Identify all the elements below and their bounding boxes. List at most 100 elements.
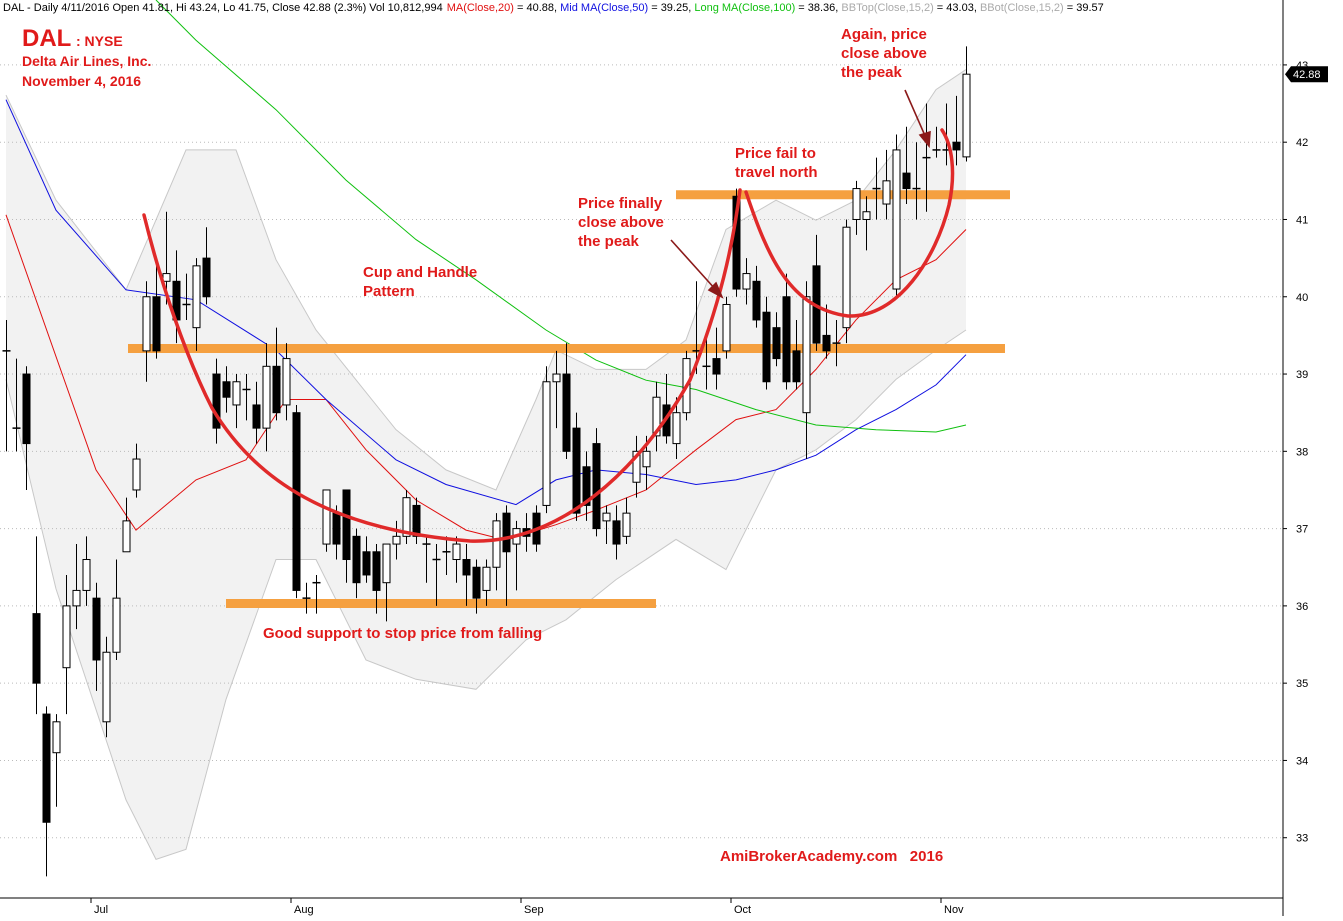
y-tick-label: 33 (1296, 833, 1308, 845)
legend-name: BBTop(Close,15,2) (841, 2, 933, 14)
y-tick-label: 41 (1296, 214, 1308, 226)
candle-body (42, 713, 51, 823)
x-tick-label: Nov (944, 904, 964, 916)
y-tick-label: 42 (1296, 137, 1308, 149)
candle-body (472, 566, 481, 599)
candle-body (392, 535, 401, 545)
x-tick-label: Jul (94, 904, 108, 916)
header: DAL - Daily 4/11/2016 Open 41.81, Hi 43.… (3, 2, 1104, 14)
y-tick-label: 37 (1296, 524, 1308, 536)
candle-body (852, 188, 861, 220)
x-tick-label: Oct (734, 904, 751, 916)
arrows (670, 89, 931, 299)
annotation: the peak (578, 233, 640, 250)
candle-body (112, 597, 121, 653)
legend-value: = 38.36, (795, 2, 841, 14)
annotation: Pattern (363, 283, 415, 300)
candle-body (712, 358, 721, 375)
cup-curve (142, 188, 742, 543)
arrow (670, 239, 717, 291)
annotation: Good support to stop price from falling (263, 625, 542, 642)
candle-body (292, 412, 301, 591)
band-line (5, 329, 967, 861)
candle-body (642, 450, 651, 468)
y-tick-label: 40 (1296, 292, 1308, 304)
candle-body (892, 149, 901, 290)
legend-value: = 43.03, (934, 2, 980, 14)
date: November 4, 2016 (22, 73, 141, 89)
company: Delta Air Lines, Inc. (22, 53, 151, 69)
price-marker-label: 42.88 (1293, 69, 1321, 81)
ma-line (155, 0, 967, 433)
y-tick-label: 35 (1296, 678, 1308, 690)
candle-body (882, 180, 891, 205)
candle-body (762, 311, 771, 383)
candle-body (652, 396, 661, 437)
candle-body (602, 512, 611, 522)
candle-body (552, 373, 561, 383)
annotation: Cup and Handle (363, 264, 477, 281)
candle-body (342, 489, 351, 561)
candle-body (502, 512, 511, 553)
candle-body (362, 551, 371, 576)
candle-body (202, 257, 211, 298)
candle-body (142, 296, 151, 352)
candle-body (722, 303, 731, 352)
candle-body (622, 512, 631, 537)
candle-body (412, 504, 421, 537)
candle-body (162, 273, 171, 282)
annotation: Price finally (578, 195, 663, 212)
candle-body (542, 381, 551, 506)
header-text: DAL - Daily 4/11/2016 Open 41.81, Hi 43.… (3, 2, 443, 14)
candle-body (582, 466, 591, 506)
candles (2, 46, 971, 877)
annotation: Price fail to (735, 145, 816, 162)
legend-name: Long MA(Close,100) (694, 2, 795, 14)
legend-name: MA(Close,20) (447, 2, 514, 14)
annotations: Cup and Handle Pattern Good support to sto… (263, 26, 927, 642)
candle-body (902, 172, 911, 190)
legend-name: BBot(Close,15,2) (980, 2, 1064, 14)
arrow-head (918, 130, 931, 149)
ticker: DAL (22, 25, 71, 52)
candle-body (82, 559, 91, 591)
candle-body (52, 721, 61, 754)
legend-name: Mid MA(Close,50) (560, 2, 648, 14)
candle-body (92, 597, 101, 661)
candle-body (672, 412, 681, 445)
candle-body (72, 589, 81, 607)
legend-value: = 39.57 (1064, 2, 1104, 14)
exchange: : NYSE (76, 33, 123, 49)
candle-body (772, 327, 781, 360)
candle-body (462, 559, 471, 576)
candle-body (402, 497, 411, 537)
candle-body (122, 520, 131, 553)
candle-body (862, 211, 871, 220)
annotation: the peak (841, 64, 903, 81)
candle-body (102, 651, 111, 723)
candle-body (952, 141, 961, 151)
candle-body (782, 296, 791, 383)
y-tick-label: 36 (1296, 601, 1308, 613)
candle-body (492, 520, 501, 568)
price-marker (1285, 66, 1328, 83)
candle-body (352, 535, 361, 584)
candle-body (62, 605, 71, 669)
candle-body (822, 334, 831, 352)
candle-body (752, 280, 761, 321)
candle-body (22, 373, 31, 445)
annotation: close above (578, 214, 664, 231)
legend-value: = 40.88, (514, 2, 560, 14)
arrow-head (707, 281, 724, 299)
annotation: Again, price (841, 26, 927, 43)
candle-body (262, 365, 271, 429)
y-tick-label: 38 (1296, 446, 1308, 458)
candle-body (32, 613, 41, 684)
candle-body (962, 73, 971, 158)
candle-body (192, 265, 201, 329)
candle-body (452, 543, 461, 561)
x-tick-label: Aug (294, 904, 314, 916)
candle-body (592, 443, 601, 530)
y-tick-label: 34 (1296, 755, 1308, 767)
